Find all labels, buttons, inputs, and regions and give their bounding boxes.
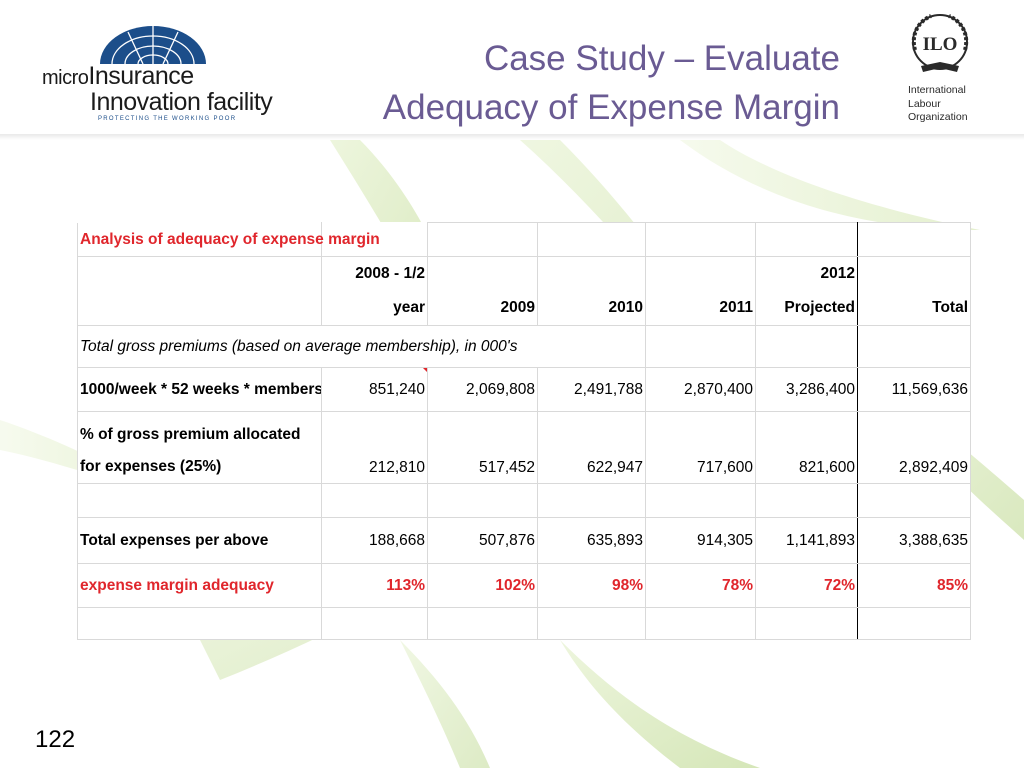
table-cell: 2,892,409 <box>857 411 971 484</box>
header-2012-projected: 2012 Projected <box>755 256 858 326</box>
logo-tagline: PROTECTING THE WORKING POOR <box>98 116 237 122</box>
table-cell: 78% <box>645 563 756 608</box>
table-cell: 1,141,893 <box>755 517 858 564</box>
table-cell: 517,452 <box>427 411 538 484</box>
table-cell: 3,388,635 <box>857 517 971 564</box>
section-note: Total gross premiums (based on average m… <box>77 325 646 368</box>
table-cell: 717,600 <box>645 411 756 484</box>
row-label-gross-premiums: 1000/week * 52 weeks * members <box>77 367 322 412</box>
slide-title-line2: Adequacy of Expense Margin <box>382 88 840 127</box>
spacer-row <box>77 483 971 518</box>
table-cell: 914,305 <box>645 517 756 564</box>
header-2010: 2010 <box>537 256 646 326</box>
table-caption: Analysis of adequacy of expense margin <box>77 222 380 257</box>
table-row: expense margin adequacy 113% 102% 98% 78… <box>77 563 971 608</box>
ilo-emblem-text: ILO <box>923 34 958 55</box>
expense-margin-table: Analysis of adequacy of expense margin 2… <box>77 222 971 640</box>
table-cell: 2,491,788 <box>537 367 646 412</box>
row-label-expense-allocation: % of gross premium allocated for expense… <box>77 411 322 484</box>
table-cell: 3,286,400 <box>755 367 858 412</box>
table-cell: 622,947 <box>537 411 646 484</box>
table-cell: 212,810 <box>321 411 428 484</box>
table-row: % of gross premium allocated for expense… <box>77 411 971 484</box>
globe-dome-icon <box>100 26 206 65</box>
page-number: 122 <box>35 726 76 753</box>
header-total: Total <box>857 256 971 326</box>
slide-title: Case Study – Evaluate Adequacy of Expens… <box>300 34 840 132</box>
table-cell: 2,870,400 <box>645 367 756 412</box>
table-header-row: 2008 - 1/2 year 2009 2010 2011 2012 Proj… <box>77 256 971 326</box>
table-cell: 85% <box>857 563 971 608</box>
logo-text-line1: microInsurance <box>42 62 194 90</box>
table-cell: 11,569,636 <box>857 367 971 412</box>
table-row: 1000/week * 52 weeks * members 851,240 2… <box>77 367 971 412</box>
table-row: Total expenses per above 188,668 507,876… <box>77 517 971 564</box>
logo-text-line2: Innovation facility <box>90 88 273 116</box>
table-cell: 188,668 <box>321 517 428 564</box>
ilo-logo: ILO International Labour Organization <box>900 10 990 130</box>
table-cell: 2,069,808 <box>427 367 538 412</box>
table-cell: 72% <box>755 563 858 608</box>
table-cell: 851,240 <box>321 367 428 412</box>
row-label-total-expenses: Total expenses per above <box>77 517 322 564</box>
table-cell: 102% <box>427 563 538 608</box>
ilo-emblem-icon: ILO <box>911 14 969 72</box>
header-divider <box>0 134 1024 140</box>
row-label-expense-margin-adequacy: expense margin adequacy <box>77 563 322 608</box>
header-2011: 2011 <box>645 256 756 326</box>
table-cell: 113% <box>321 563 428 608</box>
spacer-row <box>77 607 971 640</box>
table-caption-row: Analysis of adequacy of expense margin <box>77 222 971 257</box>
ilo-name: International Labour Organization <box>908 84 968 123</box>
section-note-row: Total gross premiums (based on average m… <box>77 325 971 368</box>
table-cell: 821,600 <box>755 411 858 484</box>
table-cell: 635,893 <box>537 517 646 564</box>
header-2009: 2009 <box>427 256 538 326</box>
header-2008-half-year: 2008 - 1/2 year <box>321 256 428 326</box>
table-cell: 507,876 <box>427 517 538 564</box>
microinsurance-facility-logo: microInsurance Innovation facility PROTE… <box>38 24 278 122</box>
slide-title-line1: Case Study – Evaluate <box>483 39 840 78</box>
table-cell: 98% <box>537 563 646 608</box>
